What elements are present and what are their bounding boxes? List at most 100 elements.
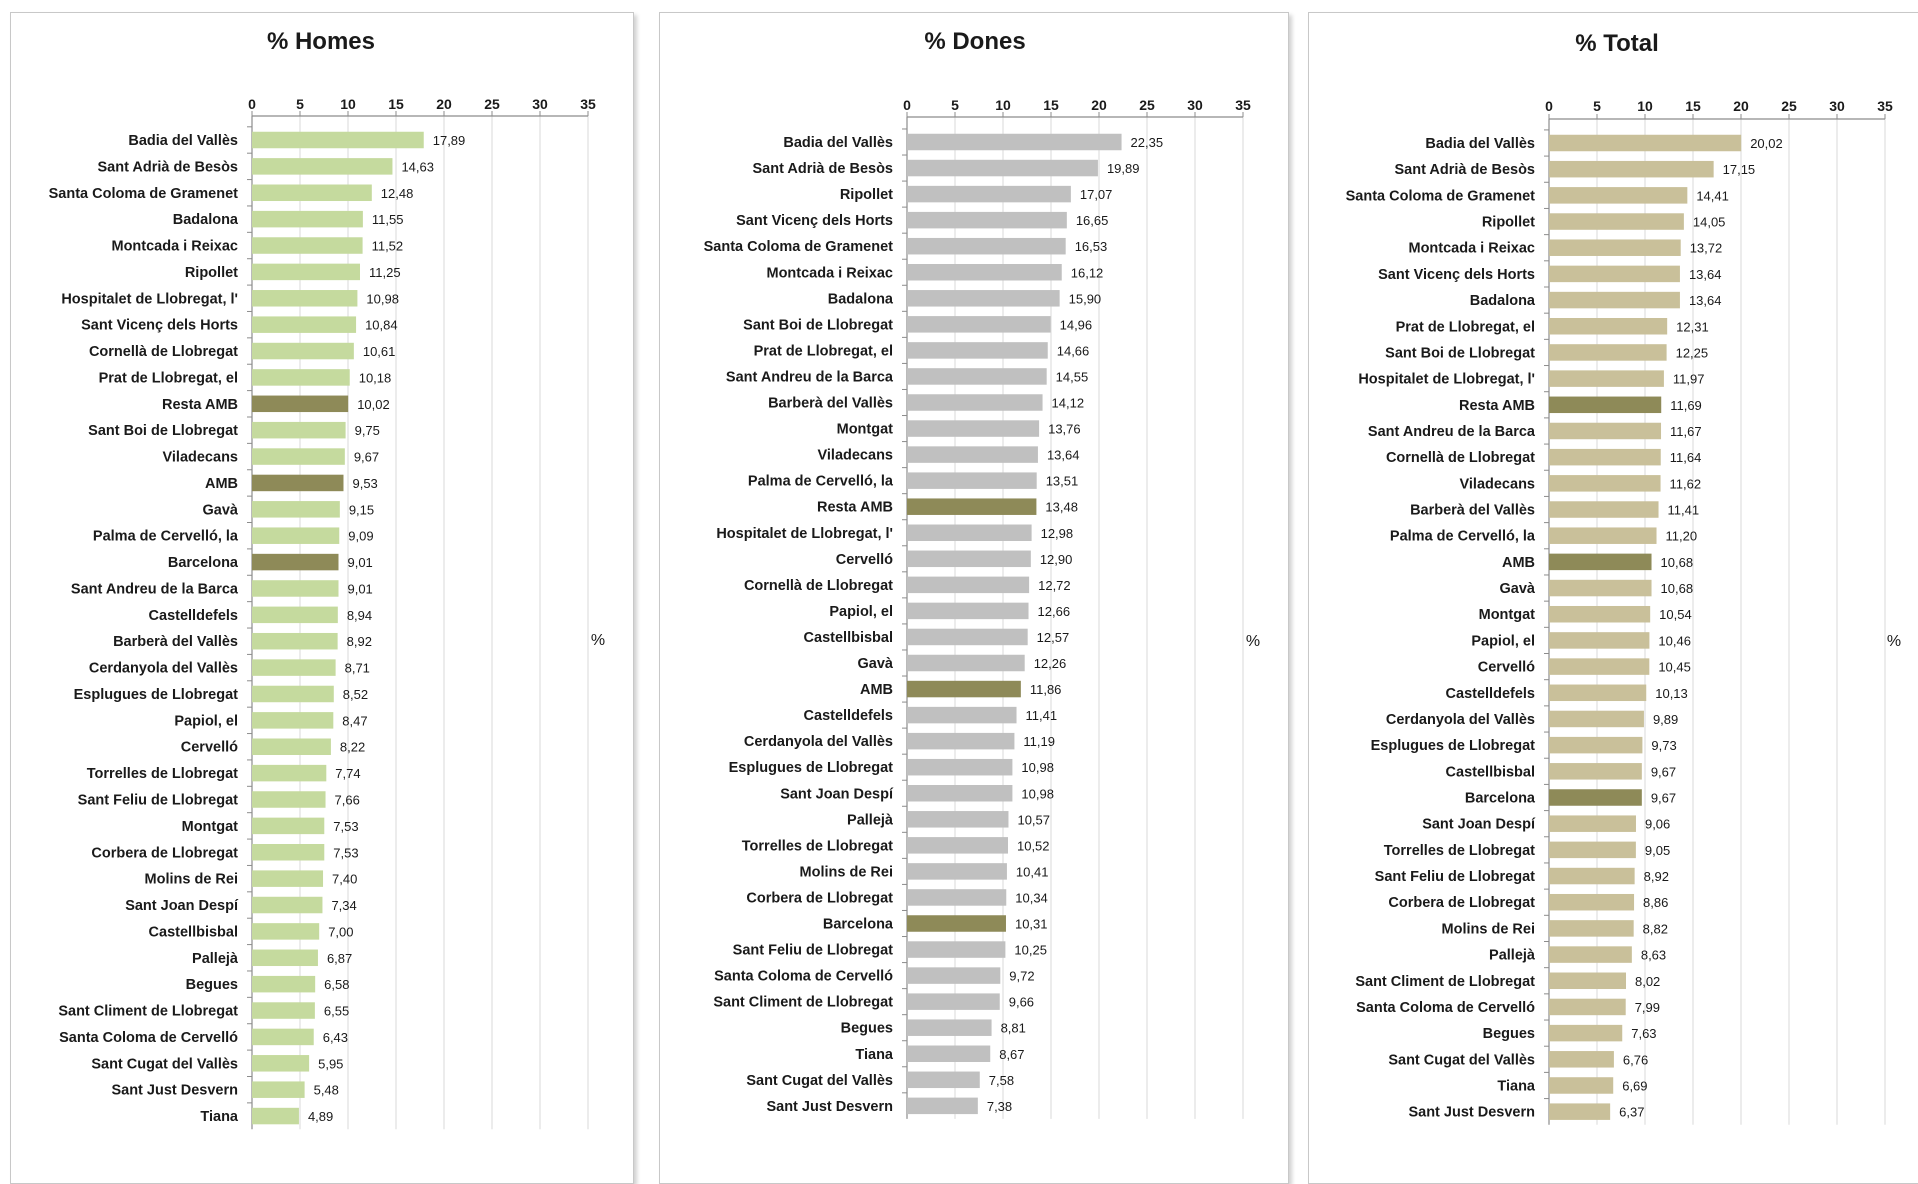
value-label: 7,53 [333,845,358,860]
value-label: 17,07 [1080,187,1113,202]
category-label: Resta AMB [1459,398,1535,414]
category-label: Begues [1483,1026,1535,1042]
category-label: AMB [1502,555,1535,571]
bar [1549,1077,1614,1094]
value-label: 10,98 [1021,786,1054,801]
category-label: Santa Coloma de Cervelló [714,969,893,985]
category-label: Santa Coloma de Cervelló [59,1030,238,1046]
value-label: 9,67 [354,450,379,465]
bar [1549,501,1659,518]
category-label: Barcelona [1465,791,1536,807]
category-label: Palma de Cervelló, la [748,474,894,490]
bar [907,889,1007,906]
category-label: Esplugues de Llobregat [1371,738,1536,754]
bar [252,553,339,571]
category-label: Tiana [200,1109,239,1125]
value-label: 11,69 [1670,398,1702,413]
category-label: Badalona [828,291,894,307]
value-label: 10,46 [1658,633,1691,648]
value-label: 8,47 [342,713,367,728]
bar [252,949,318,967]
category-label: Esplugues de Llobregat [729,760,894,776]
bar [907,811,1009,828]
value-label: 5,95 [318,1056,343,1071]
bar [907,472,1037,489]
x-tick-label: 30 [1829,98,1845,114]
chart-title: % Dones [924,28,1025,55]
value-label: 10,52 [1017,838,1050,853]
x-tick-label: 5 [296,96,304,112]
value-label: 10,57 [1017,812,1050,827]
category-label: Palma de Cervelló, la [1390,529,1536,545]
bar [1549,946,1632,963]
category-label: Gavà [203,502,239,518]
value-label: 7,63 [1631,1026,1656,1041]
bar [1549,448,1661,466]
category-label: Esplugues de Llobregat [74,687,239,703]
value-label: 5,48 [314,1083,339,1098]
value-label: 16,53 [1075,239,1108,254]
bar [252,210,363,228]
value-label: 9,06 [1645,817,1670,832]
bar [1549,763,1642,780]
value-label: 8,71 [345,661,370,676]
value-label: 10,31 [1015,917,1048,932]
value-label: 9,01 [347,581,372,596]
value-label: 9,01 [347,555,372,570]
bar [252,606,338,624]
category-label: Montgat [837,422,894,438]
category-label: Sant Boi de Llobregat [88,423,238,439]
value-label: 7,66 [335,793,360,808]
x-tick-label: 30 [532,96,548,112]
value-label: 8,22 [340,740,365,755]
value-label: 7,00 [328,924,353,939]
category-label: Prat de Llobregat, el [99,370,238,386]
x-tick-label: 15 [388,96,404,112]
bar [907,211,1067,229]
value-label: 10,34 [1015,890,1048,905]
category-label: Montgat [182,819,239,835]
category-label: Sant Joan Despí [1422,817,1536,833]
bar [252,527,340,544]
value-label: 12,66 [1038,604,1071,619]
value-label: 10,84 [365,318,398,333]
value-label: 8,82 [1643,921,1668,936]
category-label: Badalona [1470,293,1536,309]
bar [252,448,345,465]
value-label: 8,02 [1635,974,1660,989]
bar [907,498,1037,515]
bar [1549,396,1662,414]
bar [907,368,1047,385]
bar [1549,1024,1623,1042]
value-label: 6,76 [1623,1052,1648,1067]
value-label: 11,86 [1030,682,1062,697]
category-label: Cornellà de Llobregat [89,344,238,360]
category-label: Sant Just Desvern [766,1099,893,1115]
bar [907,732,1015,750]
category-label: Castellbisbal [1446,764,1535,780]
value-label: 14,12 [1052,396,1085,411]
bar [907,290,1060,307]
bar [907,915,1006,932]
bar [907,264,1062,281]
bar [1549,239,1681,256]
bar [907,967,1001,984]
category-label: Sant Just Desvern [1408,1105,1535,1121]
value-label: 9,75 [355,423,380,438]
bar [1549,160,1714,178]
category-label: Corbera de Llobregat [1388,895,1535,911]
bar [252,1081,305,1098]
chart-title: % Total [1575,30,1659,57]
bar [252,1028,314,1046]
value-label: 6,69 [1622,1078,1647,1093]
bar [252,1002,315,1019]
category-label: Pallejà [192,951,239,967]
category-label: Cervelló [181,740,238,756]
value-label: 7,40 [332,872,357,887]
bar [252,764,327,782]
bar [907,524,1032,541]
x-tick-label: 35 [1877,98,1893,114]
category-label: Molins de Rei [800,864,893,880]
value-label: 10,45 [1658,660,1691,675]
category-label: Tiana [1497,1078,1536,1094]
